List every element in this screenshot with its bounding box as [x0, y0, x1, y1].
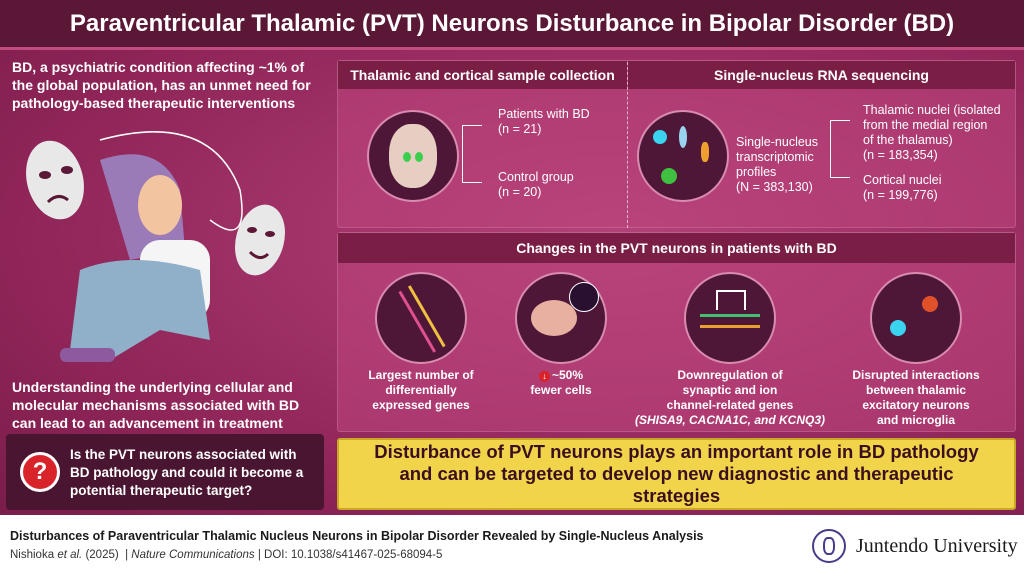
- gene-downregulation-icon: [684, 272, 776, 364]
- caption-line: ~50%: [551, 368, 584, 382]
- down-arrow-icon: ↓: [538, 371, 550, 382]
- divider: [627, 62, 628, 228]
- dna-icon: [375, 272, 467, 364]
- caption-line: excitatory neurons: [862, 398, 970, 412]
- year: (2025): [85, 549, 119, 561]
- cell-interaction-icon: [870, 272, 962, 364]
- page-title: Paraventricular Thalamic (PVT) Neurons D…: [0, 0, 1024, 50]
- authors: Nishioka: [10, 549, 55, 561]
- brain-cells-icon: [515, 272, 607, 364]
- understanding-text: Understanding the underlying cellular an…: [12, 379, 300, 431]
- caption-line: expressed genes: [372, 398, 470, 412]
- profiles-line: transcriptomic: [736, 150, 814, 164]
- caption-line: fewer cells: [530, 383, 592, 397]
- caption-line: Downregulation of: [677, 368, 783, 382]
- caption-line: (SHISA9, CACNA1C, and KCNQ3): [634, 413, 826, 427]
- profiles-line: Single-nucleus: [736, 135, 818, 149]
- profiles-line: (N = 383,130): [736, 180, 813, 194]
- control-n: (n = 20): [498, 185, 542, 199]
- change-item-2: ↓ ~50% fewer cells: [476, 368, 646, 398]
- caption-line: between thalamic: [865, 383, 967, 397]
- thalamic-label: Thalamic nuclei (isolated from the medial…: [863, 103, 1001, 163]
- caption-line: and microglia: [876, 413, 956, 427]
- brain-icon: [367, 110, 459, 202]
- branch-arrow: [830, 120, 850, 178]
- university-name: Juntendo University: [856, 535, 1018, 557]
- person-with-masks-illustration: [26, 131, 285, 362]
- footer: Disturbances of Paraventricular Thalamic…: [0, 515, 1024, 576]
- cortical-label: Cortical nuclei (n = 199,776): [863, 173, 942, 203]
- neurons-icon: [637, 110, 729, 202]
- conclusion-box: Disturbance of PVT neurons plays an impo…: [337, 438, 1016, 510]
- change-item-3: Downregulation of synaptic and ion channel…: [630, 368, 830, 428]
- sequencing-header: Single-nucleus RNA sequencing: [628, 61, 1015, 89]
- patients-label: Patients with BD (n = 21): [498, 107, 590, 137]
- cortical-line: Cortical nuclei: [863, 173, 942, 187]
- change-item-4: Disrupted interactions between thalamic ex…: [831, 368, 1001, 428]
- control-text: Control group: [498, 170, 574, 184]
- question-box: ? Is the PVT neurons associated with BD …: [6, 434, 324, 510]
- caption-line: Largest number of: [368, 368, 474, 382]
- thalamic-line: of the thalamus): [863, 133, 953, 147]
- cortical-line: (n = 199,776): [863, 188, 938, 202]
- journal: Nature Communications: [131, 549, 255, 561]
- question-icon: ?: [20, 452, 60, 492]
- profiles-line: profiles: [736, 165, 777, 179]
- university-seal-icon: [812, 529, 846, 563]
- citation: Nishioka et al. (2025) | Nature Communic…: [10, 549, 443, 561]
- paper-title: Disturbances of Paraventricular Thalamic…: [10, 529, 704, 543]
- branch-arrow: [462, 125, 482, 183]
- profiles-label: Single-nucleus transcriptomic profiles (N =…: [736, 135, 818, 195]
- sample-collection-header: Thalamic and cortical sample collection: [338, 61, 627, 89]
- et-al: et al.: [57, 549, 83, 561]
- caption-line: Disrupted interactions: [852, 368, 980, 382]
- thalamic-line: (n = 183,354): [863, 148, 938, 162]
- patients-text: Patients with BD: [498, 107, 590, 121]
- patients-n: (n = 21): [498, 122, 542, 136]
- question-text: Is the PVT neurons associated with BD pa…: [70, 447, 304, 498]
- caption-line: synaptic and ion: [682, 383, 778, 397]
- thalamic-line: Thalamic nuclei (isolated: [863, 103, 1001, 117]
- doi[interactable]: DOI: 10.1038/s41467-025-68094-5: [264, 549, 443, 561]
- caption-line: channel-related genes: [666, 398, 794, 412]
- change-item-1: Largest number of differentially expressed…: [336, 368, 506, 413]
- thalamic-line: from the medial region: [863, 118, 988, 132]
- changes-header: Changes in the PVT neurons in patients w…: [338, 233, 1015, 263]
- intro-text: BD, a psychiatric condition affecting ~1…: [12, 59, 311, 111]
- caption-line: differentially: [385, 383, 457, 397]
- control-label: Control group (n = 20): [498, 170, 574, 200]
